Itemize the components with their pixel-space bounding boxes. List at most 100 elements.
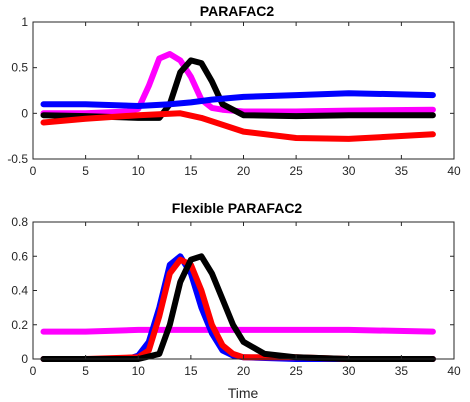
data-point (232, 324, 234, 326)
data-point (348, 329, 350, 331)
data-point (242, 130, 245, 133)
data-point (137, 105, 140, 107)
data-point (148, 349, 150, 352)
y-tick-label: 0.5 (11, 61, 28, 75)
data-point (137, 114, 140, 116)
chart-flexible-parafac2: Flexible PARAFAC2 0 5 10 15 20 25 30 35 40 0 0.2 0.… (11, 200, 461, 401)
y-tick-label: 1 (21, 15, 28, 29)
data-point (211, 332, 213, 335)
data-point (137, 329, 140, 331)
data-point (263, 353, 266, 355)
data-point (221, 108, 224, 111)
y-tick-label: 0.2 (11, 318, 28, 332)
series-line-2 (40, 90, 436, 109)
chart-parafac2: PARAFAC2 0 5 10 15 20 25 30 35 40-0.500.51 (7, 3, 461, 178)
data-point (158, 315, 161, 318)
data-point (211, 107, 213, 109)
data-point (190, 101, 192, 104)
y-tick-label: -0.5 (7, 152, 28, 166)
data-point (158, 117, 161, 119)
data-point (158, 353, 161, 355)
data-point (348, 92, 350, 94)
data-point (190, 258, 192, 261)
x-tick-label: 30 (342, 364, 356, 378)
x-tick-label: 20 (237, 364, 251, 378)
data-point (179, 281, 182, 283)
x-tick-label: 0 (30, 364, 37, 378)
data-point (169, 103, 171, 105)
series-layer (40, 51, 436, 142)
x-tick-label: 35 (395, 164, 409, 178)
data-point (348, 138, 350, 140)
y-tick-label: 0 (21, 352, 28, 366)
plot-frame (32, 21, 455, 160)
plot-frame (32, 221, 455, 360)
data-point (221, 298, 224, 300)
data-point (432, 133, 434, 136)
data-point (295, 110, 297, 113)
data-point (432, 330, 434, 333)
x-tick-label: 20 (237, 164, 251, 178)
data-point (242, 341, 245, 343)
x-tick-label: 5 (82, 364, 89, 378)
x-tick-label: 40 (447, 364, 461, 378)
data-point (169, 324, 171, 326)
x-axis-label: Time (228, 385, 259, 401)
x-tick-label: 25 (289, 364, 303, 378)
data-point (148, 85, 150, 87)
data-point (242, 114, 245, 116)
data-point (42, 114, 45, 116)
data-point (348, 109, 350, 112)
x-tick-label: 35 (395, 364, 409, 378)
x-tick-label: 30 (342, 164, 356, 178)
data-point (158, 57, 161, 60)
data-point (190, 59, 192, 62)
data-point (211, 80, 213, 83)
y-tick-label: 0.8 (11, 215, 28, 229)
data-point (221, 344, 224, 347)
chart-title: PARAFAC2 (200, 3, 275, 19)
x-tick-label: 25 (289, 164, 303, 178)
data-point (179, 258, 182, 261)
data-point (295, 137, 297, 139)
data-point (126, 110, 129, 113)
x-tick-label: 0 (30, 164, 37, 178)
data-point (84, 330, 87, 333)
x-tick-label: 10 (132, 364, 146, 378)
data-point (200, 62, 203, 64)
data-point (200, 117, 203, 119)
data-point (211, 272, 213, 275)
data-point (179, 59, 182, 62)
data-point (190, 76, 192, 78)
y-tick-label: 0 (21, 106, 28, 120)
chart-title: Flexible PARAFAC2 (172, 200, 303, 216)
series-line-3 (40, 253, 436, 362)
data-point (42, 330, 45, 333)
data-point (200, 306, 203, 309)
plot-area (33, 222, 454, 359)
data-point (232, 353, 234, 355)
data-point (169, 53, 171, 55)
data-point (190, 329, 192, 331)
y-tick-label: 0.4 (11, 284, 28, 298)
y-tick-label: 0.6 (11, 249, 28, 263)
data-point (42, 103, 45, 105)
data-point (84, 103, 87, 105)
data-point (295, 115, 297, 117)
data-point (169, 272, 171, 275)
data-point (295, 94, 297, 96)
data-point (179, 71, 182, 73)
data-point (200, 255, 203, 258)
data-point (221, 103, 224, 105)
x-tick-label: 40 (447, 164, 461, 178)
data-point (179, 255, 182, 258)
data-point (42, 121, 45, 124)
x-tick-label: 15 (184, 364, 198, 378)
data-point (432, 114, 434, 116)
data-point (221, 349, 224, 352)
data-point (211, 324, 213, 326)
data-point (242, 329, 245, 331)
data-point (169, 264, 171, 266)
data-point (348, 114, 350, 116)
